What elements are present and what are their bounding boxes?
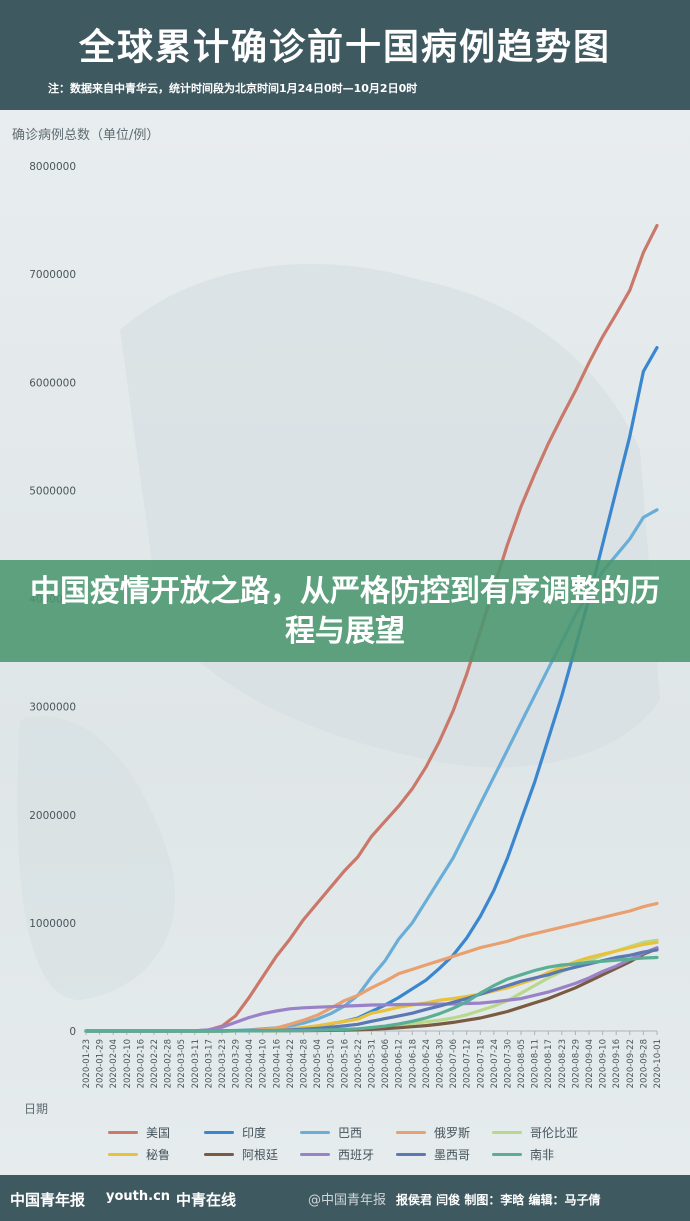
- legend-label: 西班牙: [338, 1148, 375, 1162]
- footer-bar: 中国青年报 youth.cn 中青在线 @中国青年报 报侯君 闫俊 制图：李晗 …: [0, 1175, 690, 1221]
- y-axis-label: 确诊病例总数（单位/例）: [12, 128, 160, 143]
- x-tick-label: 2020-01-23: [82, 1039, 92, 1088]
- x-tick-label: 2020-09-28: [639, 1039, 649, 1088]
- series-line-南非: [84, 955, 659, 1033]
- x-tick-label: 2020-08-17: [544, 1039, 554, 1088]
- headline-text: 中国疫情开放之路，从严格防控到有序调整的历程与展望: [30, 574, 660, 649]
- x-tick-label: 2020-03-17: [204, 1039, 214, 1088]
- x-tick-label: 2020-08-05: [517, 1039, 527, 1088]
- x-tick-label: 2020-07-30: [503, 1039, 513, 1088]
- x-tick-label: 2020-07-18: [476, 1039, 486, 1088]
- legend-label: 阿根廷: [242, 1148, 279, 1162]
- x-tick-label: 2020-07-12: [463, 1039, 473, 1088]
- x-tick-label: 2020-03-05: [177, 1039, 187, 1088]
- x-axis-label: 日期: [24, 1102, 49, 1116]
- x-tick-label: 2020-08-29: [571, 1039, 581, 1088]
- x-tick-label: 2020-04-16: [272, 1039, 282, 1088]
- background-texture: [120, 264, 660, 768]
- series-line-阿根廷: [84, 947, 659, 1033]
- x-tick-label: 2020-02-10: [123, 1039, 133, 1088]
- legend-swatch: [204, 1153, 234, 1156]
- x-tick-label: 2020-09-10: [599, 1039, 609, 1088]
- credits-text: 报侯君 闫俊 制图：李晗 编辑：马子倩: [396, 1193, 601, 1207]
- x-tick-label: 2020-06-12: [395, 1039, 405, 1088]
- weibo-watermark: @中国青年报: [308, 1193, 387, 1208]
- legend-label: 南非: [530, 1148, 555, 1162]
- y-tick-label: 2000000: [29, 810, 76, 822]
- x-tick-label: 2020-07-06: [449, 1039, 459, 1088]
- x-tick-label: 2020-03-29: [232, 1039, 242, 1088]
- x-tick-label: 2020-03-11: [191, 1039, 201, 1088]
- header-bar: 全球累计确诊前十国病例趋势图 注：数据来自中青华云，统计时间段为北京时间1月24…: [0, 0, 690, 110]
- headline-banner: 中国疫情开放之路，从严格防控到有序调整的历程与展望: [0, 560, 690, 662]
- logo-youth-online: 中青在线: [176, 1191, 237, 1209]
- x-tick-label: 2020-02-04: [109, 1039, 119, 1088]
- x-tick-label: 2020-02-16: [136, 1039, 146, 1088]
- chart-title: 全球累计确诊前十国病例趋势图: [78, 27, 611, 68]
- legend-swatch: [396, 1153, 426, 1156]
- x-tick-label: 2020-05-31: [368, 1039, 378, 1088]
- background-texture: [17, 716, 176, 1000]
- logo-china-youth-daily: 中国青年报: [10, 1191, 86, 1209]
- x-tick-label: 2020-07-24: [490, 1039, 500, 1088]
- x-tick-label: 2020-05-04: [313, 1039, 323, 1088]
- source-note: 注：数据来自中青华云，统计时间段为北京时间1月24日0时—10月2日0时: [48, 82, 418, 95]
- x-tick-label: 2020-08-23: [558, 1039, 568, 1088]
- x-tick-label: 2020-09-22: [626, 1039, 636, 1088]
- x-tick-label: 2020-04-10: [259, 1039, 269, 1088]
- y-tick-label: 5000000: [29, 485, 76, 497]
- x-tick-label: 2020-06-30: [435, 1039, 445, 1088]
- legend-label: 巴西: [338, 1126, 363, 1140]
- y-tick-label: 8000000: [29, 161, 76, 173]
- y-tick-label: 7000000: [29, 269, 76, 281]
- y-tick-label: 0: [69, 1026, 76, 1038]
- x-tick-label: 2020-04-04: [245, 1039, 255, 1088]
- x-tick-label: 2020-10-01: [653, 1039, 663, 1088]
- legend-label: 秘鲁: [146, 1148, 171, 1162]
- legend-swatch: [300, 1153, 330, 1156]
- legend-swatch: [108, 1131, 138, 1134]
- legend-label: 印度: [242, 1126, 267, 1140]
- legend-swatch: [396, 1131, 426, 1134]
- y-tick-label: 3000000: [29, 702, 76, 714]
- x-tick-label: 2020-09-04: [585, 1039, 595, 1088]
- x-tick-label: 2020-04-22: [286, 1039, 296, 1088]
- legend-label: 哥伦比亚: [530, 1126, 579, 1140]
- x-tick-label: 2020-05-16: [340, 1039, 350, 1088]
- x-tick-label: 2020-09-16: [612, 1039, 622, 1088]
- legend-label: 墨西哥: [434, 1148, 471, 1162]
- x-tick-label: 2020-01-29: [96, 1039, 106, 1088]
- legend-swatch: [492, 1131, 522, 1134]
- y-tick-label: 1000000: [29, 918, 76, 930]
- x-tick-label: 2020-08-11: [531, 1039, 541, 1088]
- legend-swatch: [204, 1131, 234, 1134]
- x-tick-label: 2020-03-23: [218, 1039, 228, 1088]
- x-tick-label: 2020-02-28: [164, 1039, 174, 1088]
- x-tick-label: 2020-05-22: [354, 1039, 364, 1088]
- x-tick-label: 2020-04-28: [300, 1039, 310, 1088]
- x-tick-label: 2020-06-06: [381, 1039, 391, 1088]
- x-tick-label: 2020-02-22: [150, 1039, 160, 1088]
- legend-swatch: [108, 1153, 138, 1156]
- y-tick-label: 6000000: [29, 377, 76, 389]
- legend-swatch: [492, 1153, 522, 1156]
- x-tick-label: 2020-06-18: [408, 1039, 418, 1088]
- x-tick-label: 2020-06-24: [422, 1039, 432, 1088]
- logo-youth-cn: youth.cn: [106, 1189, 171, 1204]
- legend-swatch: [300, 1131, 330, 1134]
- legend-label: 美国: [146, 1126, 171, 1140]
- legend-label: 俄罗斯: [434, 1126, 471, 1140]
- x-tick-label: 2020-05-10: [327, 1039, 337, 1088]
